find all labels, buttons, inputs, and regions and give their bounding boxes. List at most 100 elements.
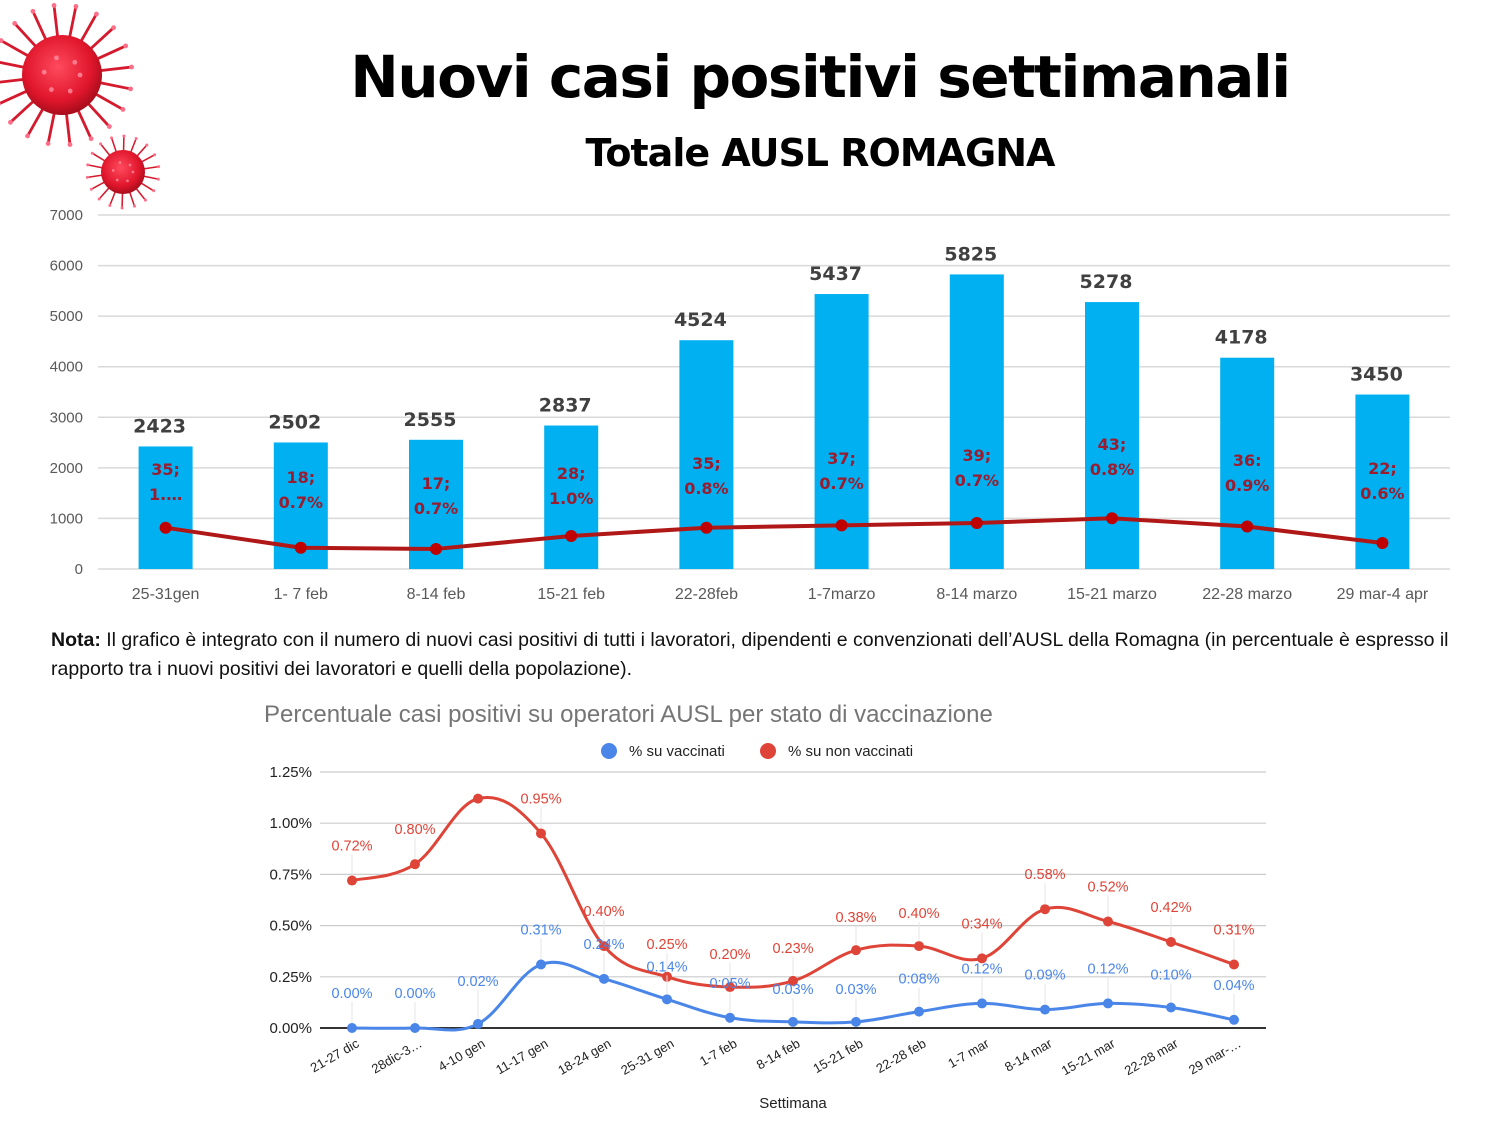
virus-dot	[111, 169, 115, 172]
virus-spike-tip	[51, 3, 57, 8]
legend-unvaccinated-label: % su non vaccinati	[788, 743, 913, 760]
vaccinated-point	[410, 1023, 420, 1033]
unvaccinated-data-label: 0.23%	[772, 941, 813, 957]
vaccinated-data-label: 0.31%	[520, 923, 561, 939]
x-tick-label: 25-31gen	[132, 586, 200, 603]
bar-value-label: 2502	[268, 411, 321, 433]
virus-spike-tip	[156, 177, 160, 181]
vaccinated-point	[662, 994, 672, 1005]
virus-dot	[126, 179, 129, 183]
y-tick-label: 0.00%	[269, 1020, 312, 1037]
virus-dot	[72, 59, 78, 65]
vaccinated-data-label: 0.04%	[1213, 978, 1254, 994]
x-tick-label: 8-14 marzo	[936, 586, 1017, 603]
virus-spike-tip	[123, 43, 129, 49]
virus-spike-tip	[12, 21, 18, 26]
virus-spike-tip	[86, 163, 90, 167]
line-value-label: 35;	[151, 460, 180, 479]
x-tick-label: 15-21 feb	[537, 586, 605, 603]
y-tick-label: 0.50%	[269, 918, 312, 935]
line-point	[1241, 520, 1254, 533]
y-tick-label: 4000	[50, 359, 83, 376]
virus-spike-tip	[128, 86, 134, 92]
line-value-label: 37;	[827, 449, 856, 468]
vaccinated-point	[914, 1006, 924, 1017]
virus-icon	[0, 3, 161, 210]
chart2-legend: % su vaccinati % su non vaccinati	[601, 743, 913, 760]
chart1-line-series	[159, 512, 1389, 555]
bar-value-label: 2555	[404, 409, 457, 431]
virus-dot	[77, 72, 83, 78]
unvaccinated-point	[1103, 916, 1113, 927]
vaccinated-data-label: 0.03%	[772, 982, 813, 998]
x-tick-label: 1-7 mar	[945, 1035, 992, 1071]
vaccinated-point	[851, 1016, 861, 1027]
virus-spike-tip	[132, 204, 136, 208]
vaccinated-point	[473, 1018, 483, 1029]
virus-spike-tip	[122, 134, 126, 138]
vaccinated-data-label: 0:05%	[709, 976, 750, 992]
vaccinated-data-label: 0:08%	[898, 972, 939, 988]
unvaccinated-data-label: 0.38%	[835, 910, 876, 926]
virus-spike-tip	[90, 151, 94, 155]
virus-spike-tip	[85, 175, 89, 179]
bar-value-label: 2423	[133, 415, 186, 437]
line-point	[835, 519, 848, 532]
virus-spike-tip	[111, 25, 116, 31]
line-percent-label: 0.7%	[955, 471, 999, 490]
unvaccinated-point	[914, 941, 924, 952]
x-tick-label: 15-21 mar	[1059, 1035, 1118, 1078]
legend-vaccinated-swatch	[601, 743, 617, 759]
line-value-label: 36:	[1233, 451, 1262, 470]
virus-spike-tip	[0, 102, 1, 106]
line-point	[970, 516, 983, 529]
chart2-data-labels: 0.00% 0.00%0.02%0.31%0.24%0.14%0:05% 0.03%…	[331, 791, 1255, 1023]
virus-spike-tip	[0, 38, 4, 43]
unvaccinated-point	[536, 828, 546, 839]
vaccinated-data-label: 0.09%	[1024, 968, 1065, 984]
virus-body	[101, 150, 145, 194]
line-point	[1376, 537, 1389, 550]
unvaccinated-point	[473, 793, 483, 804]
chart-note: Nota: Il grafico è integrato con il nume…	[51, 626, 1451, 684]
vaccinated-data-label: 0.03%	[835, 982, 876, 998]
chart2-title: Percentuale casi positivi su operatori A…	[264, 701, 993, 728]
vaccinated-point	[1229, 1014, 1239, 1025]
vaccinated-point	[725, 1012, 735, 1023]
chart1-y-axis: 0 1000 2000 3000 4000 5000 6000 7000	[50, 207, 83, 578]
vaccinated-data-label: 0.02%	[457, 974, 498, 990]
unvaccinated-data-label: 0.80%	[394, 822, 435, 838]
x-tick-label: 29 mar-…	[1186, 1036, 1244, 1078]
x-tick-label: 1-7marzo	[808, 586, 876, 603]
unvaccinated-data-label: 0.95%	[520, 791, 561, 807]
line-value-label: 43;	[1098, 435, 1127, 454]
bar-value-label: 5278	[1080, 271, 1133, 293]
virus-spike-tip	[120, 107, 126, 112]
x-tick-label: 1-7 feb	[697, 1036, 740, 1069]
x-tick-label: 15-21 feb	[810, 1036, 865, 1076]
bar-value-label: 3450	[1350, 364, 1403, 386]
chart2-lines	[347, 793, 1239, 1033]
virus-spike-tip	[67, 142, 73, 147]
virus-spike-tip	[120, 206, 124, 210]
virus-spike-tip	[89, 187, 93, 191]
y-tick-label: 0.25%	[269, 969, 312, 986]
virus-spike-tip	[152, 189, 156, 193]
virus-small-icon	[85, 134, 161, 210]
virus-body	[22, 35, 102, 115]
chart2-x-axis: 21-27 dic 28dic-3… 4-10 gen 11-17 gen 18-24 …	[308, 1035, 1244, 1078]
vaccinated-data-label: 0.00%	[394, 986, 435, 1002]
vaccinated-data-label: 0.00%	[331, 986, 372, 1002]
virus-dot	[49, 87, 54, 92]
x-tick-label: 29 mar-4 apr	[1337, 586, 1429, 603]
unvaccinated-data-label: 0:34%	[961, 916, 1002, 932]
x-tick-label: 1- 7 feb	[274, 586, 328, 603]
line-value-label: 17;	[422, 474, 451, 493]
y-tick-label: 1.00%	[269, 815, 312, 832]
unvaccinated-point	[410, 859, 420, 870]
unvaccinated-data-label: 0.25%	[646, 937, 687, 953]
unvaccinated-point	[1229, 959, 1239, 970]
y-tick-label: 5000	[50, 308, 83, 325]
line-percent-label: 0.7%	[414, 499, 458, 518]
